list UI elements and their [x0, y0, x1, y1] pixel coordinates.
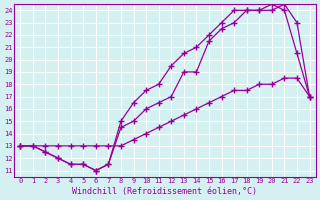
X-axis label: Windchill (Refroidissement éolien,°C): Windchill (Refroidissement éolien,°C): [72, 187, 258, 196]
